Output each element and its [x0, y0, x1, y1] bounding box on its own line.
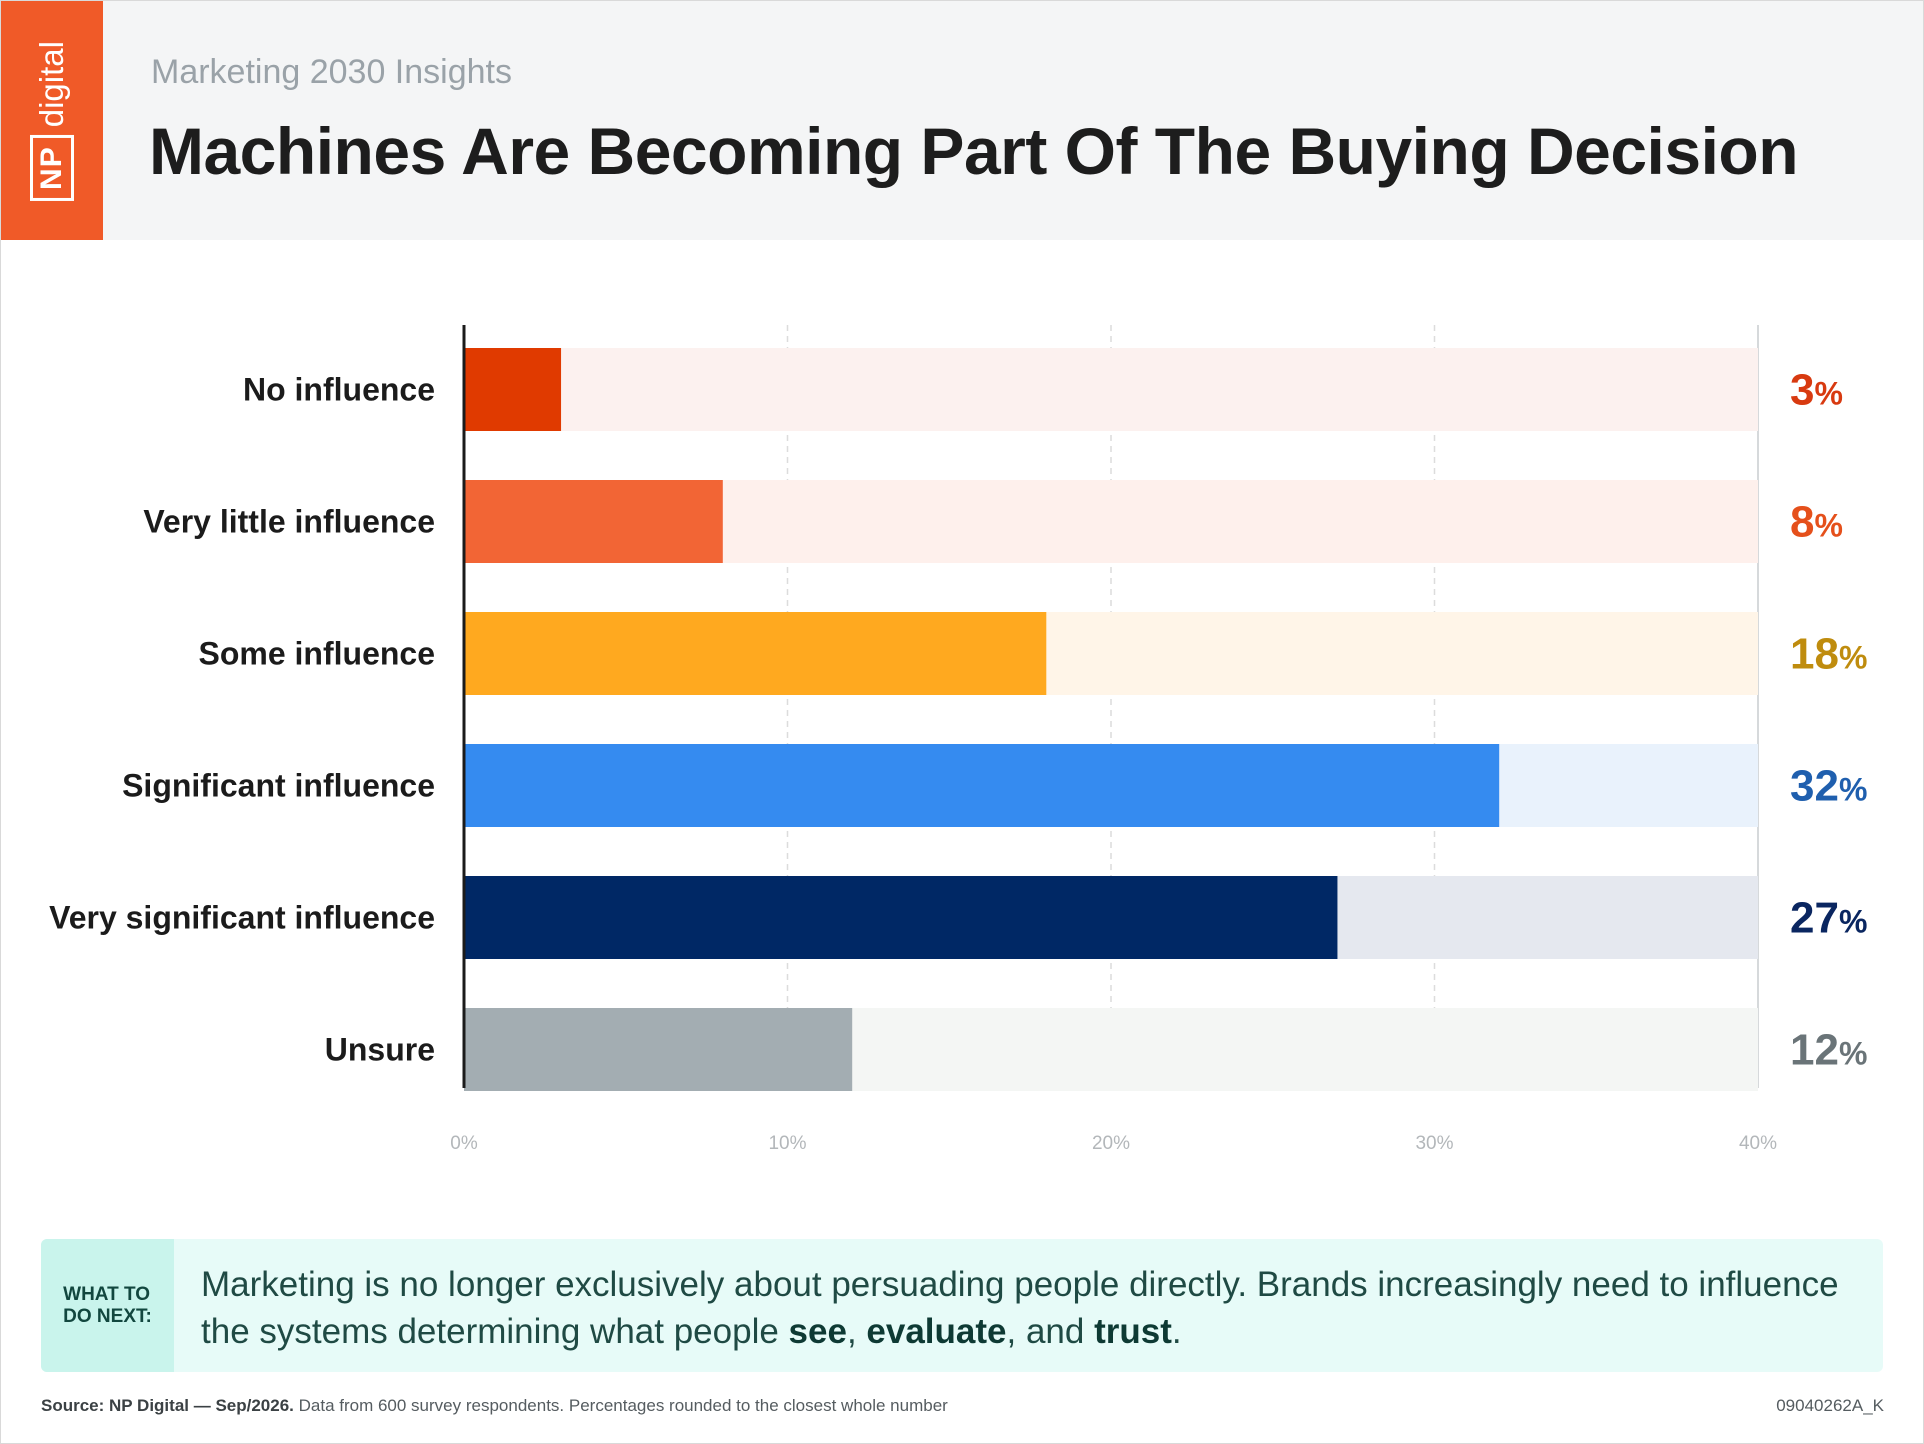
x-tick-label: 40%: [1739, 1133, 1777, 1154]
category-label: No influence: [243, 372, 435, 408]
category-label: Very significant influence: [49, 900, 435, 936]
chart-code: 09040262A_K: [1776, 1396, 1884, 1415]
callout-tag-line1: WHAT TO: [63, 1283, 151, 1305]
callout-keyword-evaluate: evaluate: [866, 1312, 1007, 1351]
callout-sep1: ,: [846, 1312, 867, 1351]
x-tick-label: 0%: [450, 1133, 478, 1154]
callout-keyword-trust: trust: [1094, 1312, 1172, 1351]
data-label-unit: %: [1839, 772, 1867, 808]
source-bold: Source: NP Digital — Sep/2026.: [41, 1396, 294, 1415]
data-label: 12%: [1790, 1026, 1867, 1075]
category-label: Significant influence: [122, 768, 435, 804]
bar-track: [464, 348, 1758, 431]
x-tick-label: 20%: [1092, 1133, 1130, 1154]
data-label: 3%: [1790, 366, 1843, 415]
data-label-unit: %: [1839, 1036, 1867, 1072]
source-rest: Data from 600 survey respondents. Percen…: [293, 1396, 948, 1415]
callout-keyword-see: see: [788, 1312, 847, 1351]
x-tick-label: 30%: [1415, 1133, 1453, 1154]
data-label: 32%: [1790, 762, 1867, 811]
category-label: Very little influence: [143, 504, 435, 540]
bar: [464, 1008, 853, 1091]
bar: [464, 348, 562, 431]
category-label: Unsure: [325, 1032, 435, 1068]
callout-tag: WHAT TO DO NEXT:: [41, 1239, 174, 1372]
data-label-unit: %: [1814, 508, 1842, 544]
bar: [464, 612, 1047, 695]
bar: [464, 876, 1338, 959]
callout-end: .: [1171, 1312, 1182, 1351]
what-to-do-next-callout: WHAT TO DO NEXT: Marketing is no longer e…: [41, 1239, 1883, 1372]
bar: [464, 480, 723, 563]
page-title: Machines Are Becoming Part Of The Buying…: [149, 114, 1799, 188]
logo-np: NP: [30, 134, 74, 201]
data-label: 27%: [1790, 894, 1867, 943]
logo-digital: digital: [33, 40, 70, 127]
x-tick-label: 10%: [768, 1133, 806, 1154]
data-label-unit: %: [1839, 904, 1867, 940]
data-label-unit: %: [1839, 640, 1867, 676]
subtitle: Marketing 2030 Insights: [151, 53, 512, 91]
source-note: Source: NP Digital — Sep/2026. Data from…: [41, 1396, 948, 1416]
data-label: 8%: [1790, 498, 1843, 547]
data-label-unit: %: [1814, 376, 1842, 412]
header: Marketing 2030 Insights Machines Are Bec…: [1, 1, 1923, 240]
callout-sep2: , and: [1006, 1312, 1095, 1351]
np-digital-logo: NP digital: [1, 1, 103, 240]
influence-bar-chart: No influence 3% Very little influence 8% Som…: [49, 325, 1867, 1154]
data-label: 18%: [1790, 630, 1867, 679]
bar: [464, 744, 1500, 827]
callout-text-main: Marketing is no longer exclusively about…: [201, 1265, 1839, 1351]
callout-tag-line2: DO NEXT:: [63, 1305, 152, 1327]
category-label: Some influence: [199, 636, 436, 672]
callout-text: Marketing is no longer exclusively about…: [201, 1261, 1861, 1355]
